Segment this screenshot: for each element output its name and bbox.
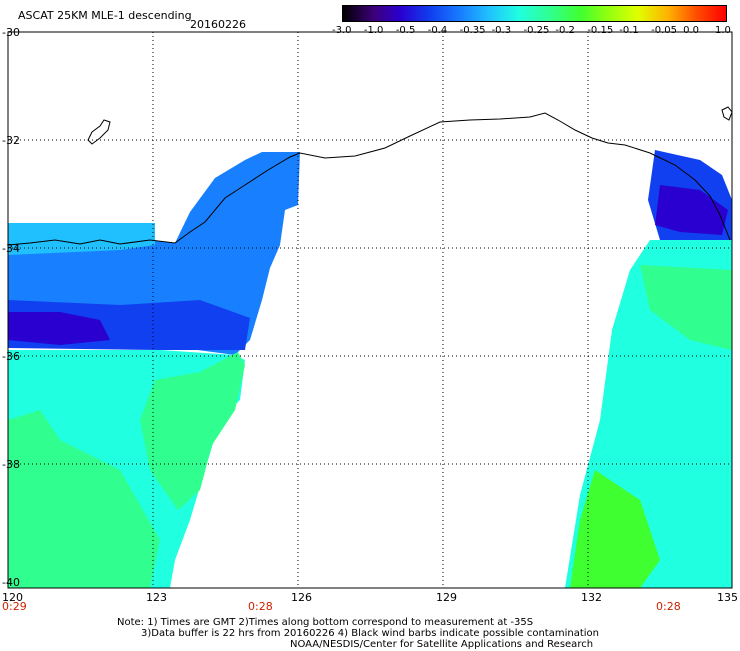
ylabel-36: -36 [2,350,20,363]
colorbar-gradient [343,6,726,21]
xlabel-132: 132 [581,591,602,604]
colorbar-label: -0.1 [619,25,639,36]
lon-gridlines [152,32,589,588]
time-mid: 0:28 [248,600,273,613]
island-west [87,119,111,145]
ylabel-34: -34 [2,242,20,255]
colorbar-label: -0.5 [395,25,416,36]
swath-left-green [140,352,245,510]
swath-right [565,150,732,588]
xlabel-129: 129 [436,591,457,604]
ylabel-30: -30 [2,26,20,39]
map-frame [7,31,733,589]
swath-right-green-north [640,265,732,350]
colorbar-label: -0.05 [651,25,678,36]
xlabel-120: 120 [2,591,23,604]
xlabel-123: 123 [146,591,167,604]
swath-left-violet [8,312,110,345]
product-date: 20160226 [190,18,246,31]
swath-left-cyan-coast [8,223,155,255]
note-line-2: 3)Data buffer is 22 hrs from 20160226 4)… [141,628,599,639]
swath-right-deep-blue [655,185,728,235]
ylabel-32: -32 [2,134,20,147]
xlabel-126: 126 [291,591,312,604]
colorbar-label: -0.4 [427,25,448,36]
colorbar-label: -0.35 [459,25,486,36]
swath-left-green-south [8,410,160,588]
product-title: ASCAT 25KM MLE-1 descending [18,9,192,22]
time-right: 0:28 [656,600,681,613]
xlabel-135: 135 [717,591,738,604]
time-left: 0:29 [2,600,27,613]
swath-left [8,152,300,588]
island-east [721,106,733,121]
colorbar-label: -0.25 [523,25,550,36]
ylabel-38: -38 [2,458,20,471]
colorbar-label: 1.0 [715,25,731,36]
note-line-3: NOAA/NESDIS/Center for Satellite Applica… [290,639,594,650]
swath-right-green-south [570,470,660,588]
note-line-1: Note: 1) Times are GMT 2)Times along bot… [117,617,534,628]
colorbar-label: 0.0 [683,25,699,36]
colorbar-labels: -3.0 -1.0 -0.5 -0.4 -0.35 -0.3 -0.25 -0.2 -0.15-… [332,25,731,37]
lat-gridlines [8,139,732,465]
colorbar-label: -0.2 [555,25,575,36]
ylabel-40: -40 [2,576,20,589]
colorbar-label: -0.3 [491,25,512,36]
colorbar [342,5,727,22]
colorbar-label: -0.15 [587,25,614,36]
colorbar-label: -1.0 [363,25,384,36]
colorbar-label: -3.0 [332,25,352,36]
coastline [7,112,731,246]
